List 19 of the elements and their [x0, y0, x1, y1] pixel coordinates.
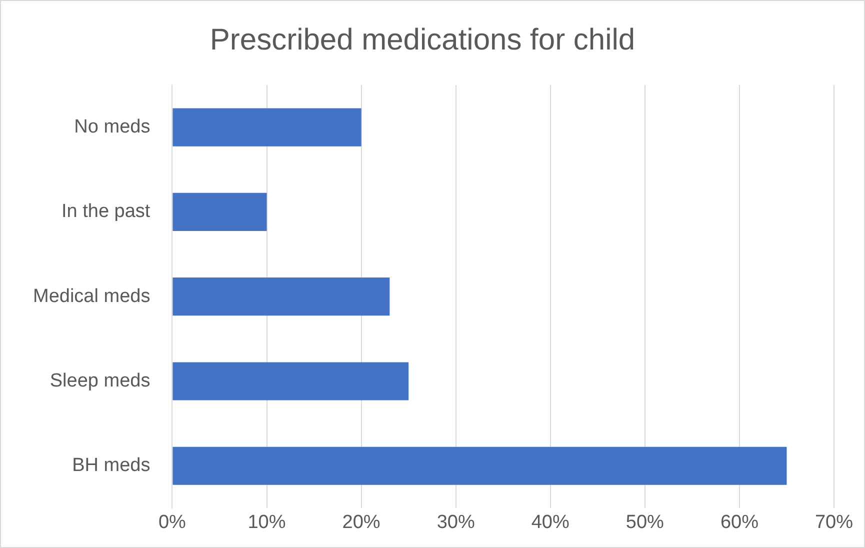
bar	[172, 446, 787, 485]
bar	[172, 192, 267, 232]
bar	[172, 108, 362, 146]
x-tick-label: 20%	[342, 512, 380, 533]
x-tick-label: 60%	[720, 512, 759, 533]
bar	[172, 362, 409, 400]
y-tick-label: Sleep meds	[50, 370, 150, 392]
x-tick-label: 50%	[626, 512, 664, 533]
x-tick-label: 70%	[814, 512, 854, 533]
x-tick-label: 10%	[248, 512, 286, 533]
y-tick-label: In the past	[61, 201, 151, 222]
y-tick-label: No meds	[74, 116, 150, 138]
x-tick-label: 30%	[436, 512, 475, 533]
x-tick-label: 0%	[158, 512, 186, 533]
chart-title: Prescribed medications for child	[210, 23, 636, 56]
bar	[172, 278, 390, 316]
y-tick-label: Medical meds	[32, 286, 150, 307]
y-tick-label: BH meds	[72, 455, 150, 476]
x-tick-label: 40%	[531, 512, 570, 533]
